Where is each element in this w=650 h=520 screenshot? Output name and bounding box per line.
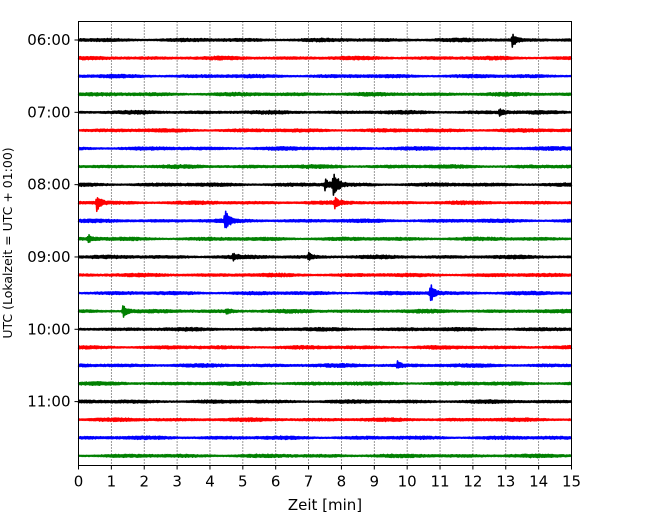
x-tick-label: 0 [74,473,84,491]
trace-row-0900 [77,251,573,262]
y-tick-label: 11:00 [27,393,70,411]
x-tick-label: 12 [463,473,482,491]
x-tick-label: 2 [139,473,149,491]
trace-row-0815 [77,196,573,213]
trace-row-0700 [77,108,573,117]
trace-row-1015 [77,344,573,350]
y-axis-ticks: 06:00 07:00 08:00 09:00 10:00 11:00 [27,31,79,411]
x-tick-label: 5 [238,473,248,491]
trace-row-0630 [77,73,573,79]
y-axis-label: UTC (Lokalzeit = UTC + 01:00) [0,147,15,338]
trace-row-0915 [77,272,573,278]
y-tick-label: 08:00 [27,176,70,194]
trace-row-0845 [77,233,573,244]
x-tick-label: 13 [496,473,515,491]
trace-row-0600 [77,33,573,48]
trace-row-1100 [77,399,573,405]
trace-row-1000 [77,326,573,332]
trace-row-1145 [77,453,573,459]
x-tick-label: 1 [107,473,117,491]
x-tick-label: 4 [205,473,215,491]
x-tick-label: 14 [529,473,548,491]
trace-row-0615 [77,55,573,61]
x-tick-label: 6 [271,473,281,491]
x-tick-label: 3 [172,473,182,491]
trace-row-0730 [77,145,573,152]
trace-row-0745 [77,164,573,170]
plot-frame [78,21,572,466]
x-tick-label: 10 [398,473,417,491]
y-tick-label: 06:00 [27,31,70,49]
seismogram-traces [77,33,573,459]
trace-row-0800 [77,173,573,196]
y-tick-label: 07:00 [27,103,70,121]
x-tick-label: 11 [430,473,449,491]
y-tick-label: 09:00 [27,248,70,266]
trace-row-0715 [77,127,573,133]
x-tick-label: 7 [304,473,314,491]
trace-row-0830 [77,210,573,229]
trace-row-1130 [77,435,573,441]
x-axis-ticks: 0 1 2 3 4 5 6 7 8 9 10 11 12 13 14 15 [74,465,581,491]
trace-row-0930 [77,284,573,302]
x-tick-label: 9 [370,473,380,491]
x-tick-label: 8 [337,473,347,491]
trace-row-1115 [77,417,573,423]
trace-row-1045 [77,381,573,387]
x-tick-label: 15 [562,473,581,491]
y-tick-label: 10:00 [27,320,70,338]
vertical-grid [110,21,540,466]
x-axis-label: Zeit [min] [288,496,362,514]
trace-row-0645 [77,91,573,97]
trace-row-0945 [77,305,573,318]
trace-row-1030 [77,360,573,369]
